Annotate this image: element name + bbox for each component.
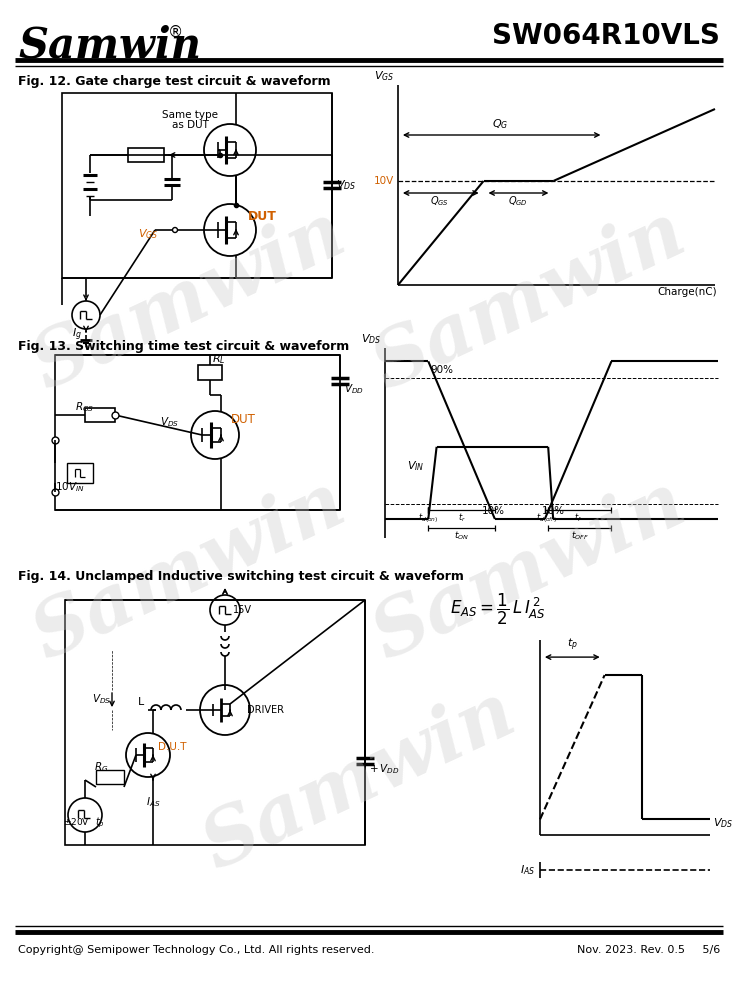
- Text: $I_g$: $I_g$: [72, 326, 82, 343]
- Text: Fig. 13. Switching time test circuit & waveform: Fig. 13. Switching time test circuit & w…: [18, 340, 349, 353]
- Text: $10V_{IN}$: $10V_{IN}$: [55, 480, 85, 494]
- Text: Samwin: Samwin: [22, 466, 358, 674]
- Text: $\pm$20V: $\pm$20V: [63, 816, 91, 827]
- Bar: [67, 463, 93, 483]
- Text: $V_{DS}$: $V_{DS}$: [713, 816, 734, 830]
- Bar: [96, 770, 124, 784]
- Text: $V_{GS}$: $V_{GS}$: [373, 69, 394, 83]
- Text: Fig. 12. Gate charge test circuit & waveform: Fig. 12. Gate charge test circuit & wave…: [18, 75, 331, 88]
- Text: $t_{ON}$: $t_{ON}$: [454, 529, 469, 542]
- Text: $t_{OFF}$: $t_{OFF}$: [571, 529, 589, 542]
- Bar: [198, 365, 222, 380]
- Text: $V_{GS}$: $V_{GS}$: [138, 227, 159, 241]
- Text: $t_{d(on)}$: $t_{d(on)}$: [418, 511, 438, 525]
- Text: $Q_{GD}$: $Q_{GD}$: [508, 194, 528, 208]
- Text: D.U.T: D.U.T: [158, 742, 187, 752]
- Text: Nov. 2023. Rev. 0.5     5/6: Nov. 2023. Rev. 0.5 5/6: [577, 945, 720, 955]
- Text: DRIVER: DRIVER: [247, 705, 284, 715]
- Text: $Q_{GS}$: $Q_{GS}$: [430, 194, 449, 208]
- Text: $R_L$: $R_L$: [212, 352, 226, 366]
- Text: $t_p$: $t_p$: [567, 637, 578, 653]
- Bar: [85, 408, 115, 422]
- Text: $V_{DD}$: $V_{DD}$: [344, 382, 364, 396]
- Text: $V_{DS}$: $V_{DS}$: [160, 415, 179, 429]
- Text: Samwin: Samwin: [22, 196, 358, 404]
- Text: as DUT: as DUT: [171, 120, 208, 130]
- Bar: [128, 148, 164, 162]
- Text: $R_{GS}$: $R_{GS}$: [75, 400, 94, 414]
- Text: DUT: DUT: [248, 210, 277, 223]
- Text: $I_{AS}$: $I_{AS}$: [146, 795, 160, 809]
- Bar: [65, 600, 365, 845]
- Text: $t_{d(off)}$: $t_{d(off)}$: [536, 511, 557, 525]
- Text: $R_G$: $R_G$: [94, 760, 108, 774]
- Text: L: L: [138, 697, 144, 707]
- Text: $Q_G$: $Q_G$: [492, 117, 508, 131]
- Text: $V_{DS}$: $V_{DS}$: [361, 332, 381, 346]
- Text: SW064R10VLS: SW064R10VLS: [492, 22, 720, 50]
- Bar: [55, 355, 340, 510]
- Text: $t_f$: $t_f$: [574, 511, 582, 524]
- Text: 15V: 15V: [233, 605, 252, 615]
- Text: 90%: 90%: [430, 365, 453, 375]
- Text: 10%: 10%: [542, 506, 565, 516]
- Text: Copyright@ Semipower Technology Co., Ltd. All rights reserved.: Copyright@ Semipower Technology Co., Ltd…: [18, 945, 374, 955]
- Text: $t_p$: $t_p$: [95, 815, 105, 830]
- Text: Samwin: Samwin: [18, 25, 201, 67]
- Text: $t_r$: $t_r$: [458, 511, 466, 524]
- Bar: [62, 93, 332, 278]
- Text: Fig. 14. Unclamped Inductive switching test circuit & waveform: Fig. 14. Unclamped Inductive switching t…: [18, 570, 464, 583]
- Text: $E_{AS}=\dfrac{1}{2}\,L\,I_{AS}^{\,2}$: $E_{AS}=\dfrac{1}{2}\,L\,I_{AS}^{\,2}$: [450, 592, 546, 627]
- Text: $V_{IN}$: $V_{IN}$: [407, 459, 425, 473]
- Text: 10V: 10V: [373, 176, 394, 186]
- Text: DUT: DUT: [231, 413, 256, 426]
- Text: $V_{DS}$: $V_{DS}$: [336, 178, 356, 192]
- Text: Samwin: Samwin: [192, 676, 528, 884]
- Text: $V_{DS}$: $V_{DS}$: [92, 692, 111, 706]
- Text: Same type: Same type: [162, 110, 218, 120]
- Text: Samwin: Samwin: [362, 196, 698, 404]
- Text: $+\, V_{DD}$: $+\, V_{DD}$: [369, 762, 399, 776]
- Text: $I_{AS}$: $I_{AS}$: [520, 863, 535, 877]
- Text: Charge(nC): Charge(nC): [658, 287, 717, 297]
- Text: 10%: 10%: [481, 506, 504, 516]
- Text: ®: ®: [168, 25, 183, 40]
- Text: Samwin: Samwin: [362, 466, 698, 674]
